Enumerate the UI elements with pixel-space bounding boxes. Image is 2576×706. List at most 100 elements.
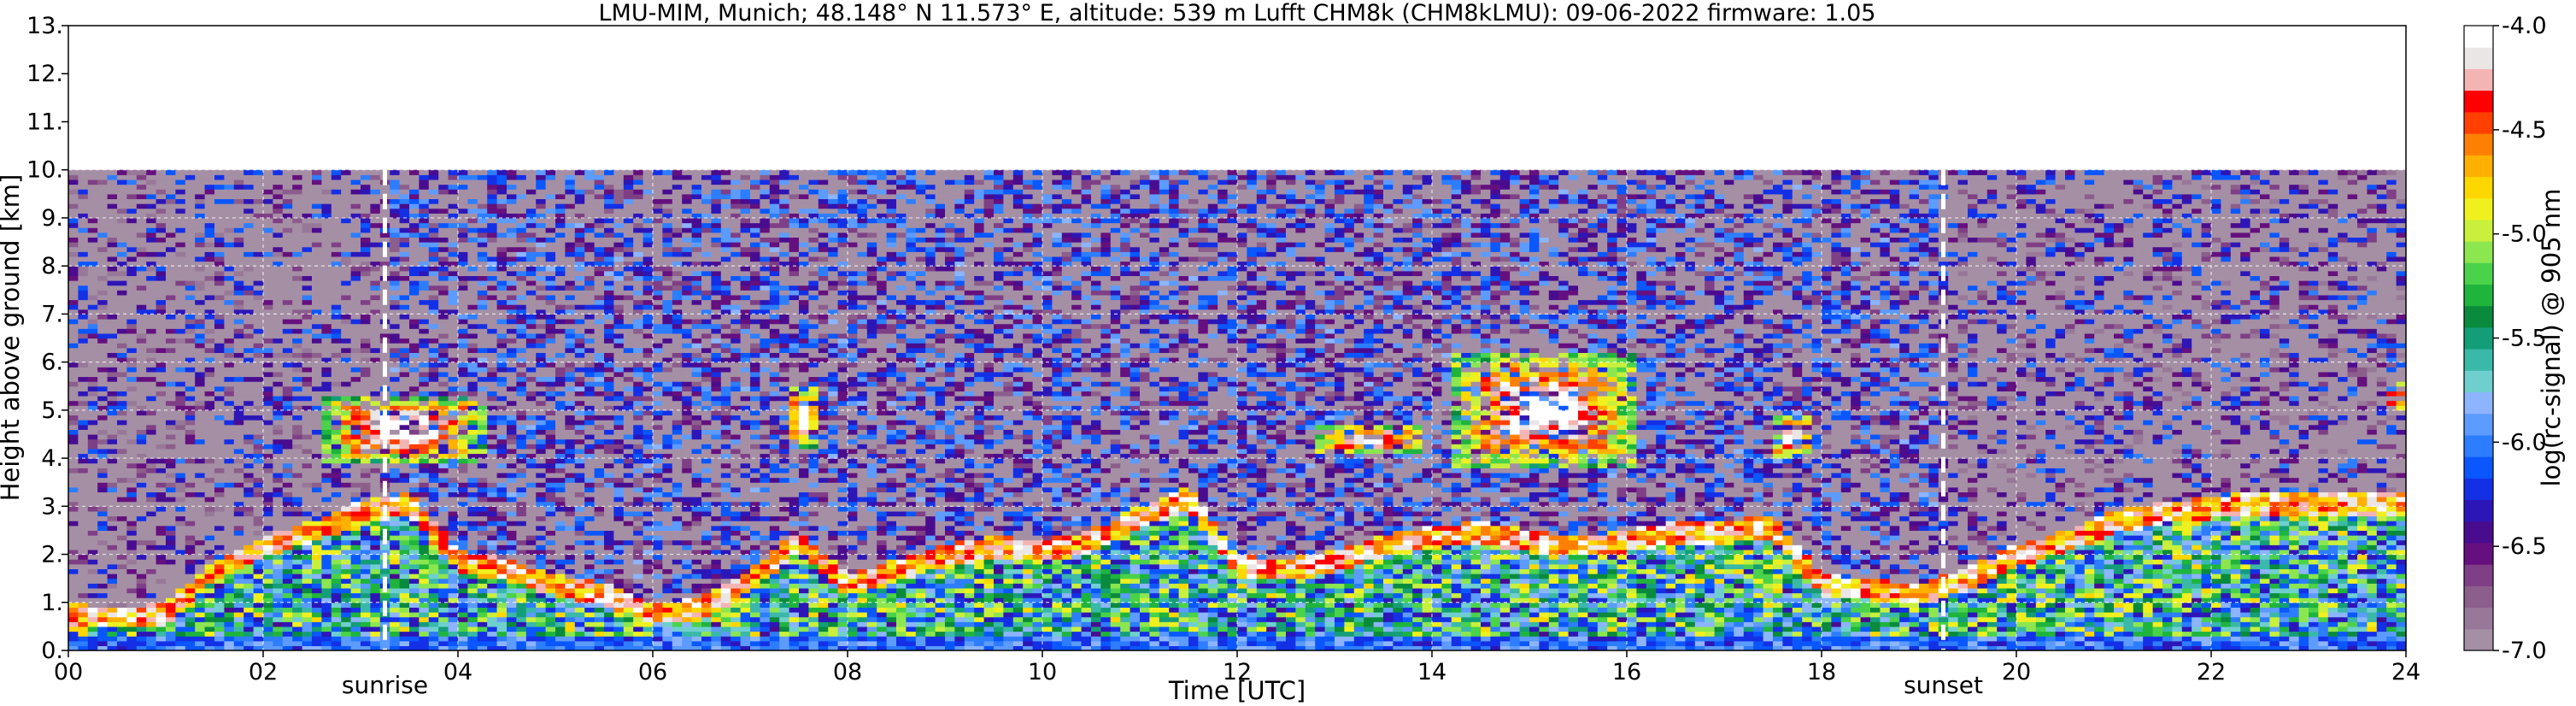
heatmap-cell [350,482,361,488]
heatmap-cell [545,521,556,527]
heatmap-cell [214,602,225,608]
heatmap-cell [292,621,303,627]
heatmap-cell [273,169,284,175]
heatmap-cell [321,237,332,243]
heatmap-cell [467,486,478,493]
heatmap-cell [331,424,342,430]
heatmap-cell [507,453,517,459]
heatmap-cell [204,592,215,598]
heatmap-cell [117,429,127,435]
heatmap-cell [233,539,244,545]
heatmap-cell [136,583,147,589]
heatmap-cell [477,338,488,344]
heatmap-cell [477,270,488,276]
heatmap-cell [204,574,215,580]
heatmap-cell [195,607,206,613]
heatmap-cell [312,400,322,406]
heatmap-cell [78,328,89,334]
heatmap-cell [536,174,547,180]
heatmap-cell [370,462,381,468]
heatmap-cell [292,174,303,180]
heatmap-cell [487,429,498,435]
heatmap-cell [78,583,89,589]
heatmap-cell [253,574,264,580]
heatmap-cell [263,424,273,430]
heatmap-cell [438,376,449,382]
heatmap-cell [195,544,206,550]
heatmap-cell [409,574,420,580]
heatmap-cell [185,631,196,637]
heatmap-cell [185,607,196,613]
heatmap-cell [419,251,430,257]
heatmap-cell [292,409,303,416]
heatmap-cell [507,640,517,646]
heatmap-cell [399,429,410,435]
heatmap-cell [155,554,167,560]
heatmap-cell [107,458,118,464]
heatmap-cell [214,352,225,358]
heatmap-cell [487,193,498,200]
heatmap-cell [126,213,138,219]
heatmap-cell [438,453,449,459]
heatmap-cell [224,612,235,618]
heatmap-cell [273,621,284,627]
heatmap-cell [292,270,303,276]
heatmap-cell [545,208,556,214]
heatmap-cell [185,246,196,252]
heatmap-cell [87,640,98,646]
heatmap-cell [233,592,244,598]
heatmap-cell [155,607,167,613]
heatmap-cell [126,510,138,517]
heatmap-cell [458,309,468,315]
heatmap-cell [477,549,488,556]
heatmap-cell [331,607,342,613]
heatmap-cell [292,184,303,190]
heatmap-cell [361,554,371,560]
heatmap-cell [175,314,186,320]
heatmap-cell [195,429,206,435]
heatmap-cell [233,319,244,325]
heatmap-cell [507,332,517,339]
heatmap-cell [458,270,468,276]
heatmap-cell [185,409,196,416]
heatmap-cell [97,477,109,483]
heatmap-cell [107,222,118,228]
heatmap-cell [428,535,439,541]
heatmap-cell [126,400,138,406]
heatmap-cell [536,395,547,402]
heatmap-cell [282,621,293,627]
heatmap-cell [185,563,196,569]
heatmap-cell [68,280,79,286]
heatmap-cell [146,568,157,574]
heatmap-cell [525,290,537,296]
heatmap-cell [399,290,410,296]
heatmap-cell [341,477,352,483]
heatmap-cell [428,294,439,301]
heatmap-cell [428,482,439,488]
heatmap-cell [370,491,381,497]
heatmap-cell [361,631,371,637]
heatmap-cell [195,323,206,329]
heatmap-cell [370,453,381,459]
heatmap-cell [136,438,147,444]
heatmap-cell [458,294,468,301]
heatmap-cell [438,515,449,521]
heatmap-cell [331,597,342,603]
heatmap-cell [321,640,332,646]
heatmap-cell [78,193,89,200]
heatmap-cell [136,453,147,459]
heatmap-cell [68,338,79,344]
heatmap-cell [68,376,79,382]
heatmap-cell [507,554,517,560]
heatmap-cell [390,607,401,613]
heatmap-cell [273,497,284,503]
heatmap-cell [68,203,79,209]
heatmap-cell [516,433,527,440]
heatmap-cell [175,227,186,233]
heatmap-cell [350,328,361,334]
heatmap-cell [195,395,206,402]
heatmap-cell [263,472,273,479]
heatmap-cell [350,559,361,565]
heatmap-cell [525,309,537,315]
heatmap-cell [214,486,225,493]
